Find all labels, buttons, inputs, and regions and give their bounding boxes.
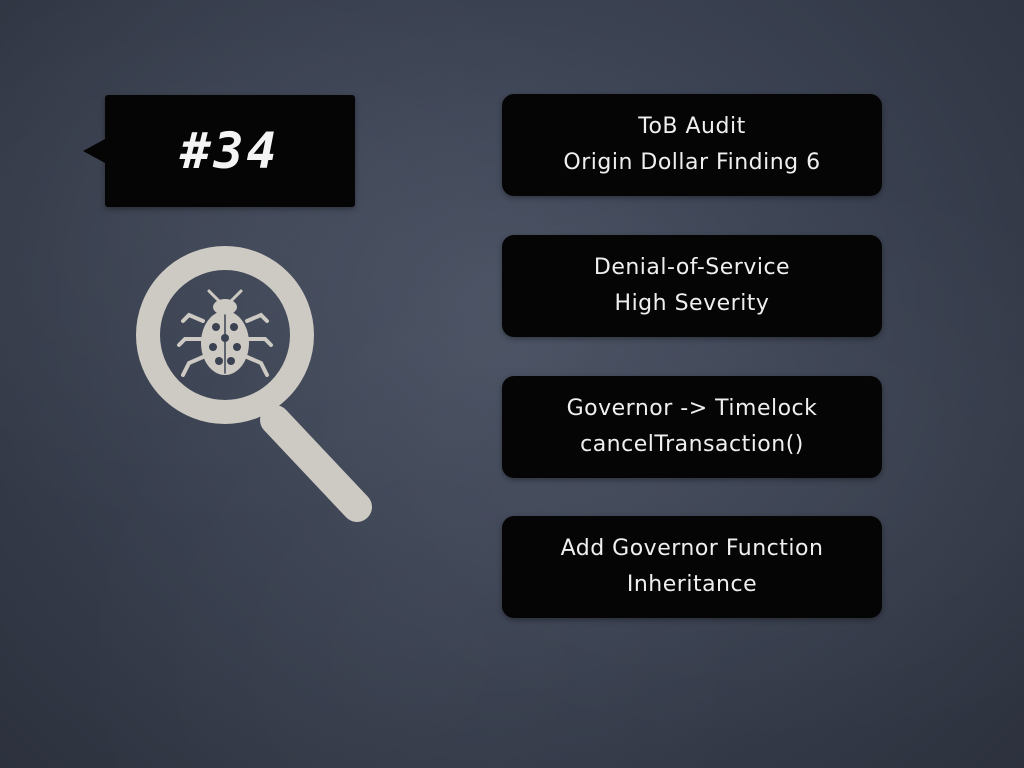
badge-pointer (83, 139, 105, 163)
card-severity-line2: High Severity (614, 291, 770, 316)
card-location-line2: cancelTransaction() (580, 432, 804, 457)
card-fix-line1: Add Governor Function (560, 536, 824, 561)
card-severity: Denial-of-Service High Severity (502, 235, 882, 337)
magnifier-bug-icon (136, 246, 372, 522)
card-location-line1: Governor -> Timelock (566, 396, 818, 421)
card-audit-source-line2: Origin Dollar Finding 6 (563, 150, 821, 175)
card-audit-source: ToB Audit Origin Dollar Finding 6 (502, 94, 882, 196)
finding-number-badge: #34 (83, 95, 355, 207)
card-audit-source-line1: ToB Audit (638, 114, 746, 139)
finding-number: #34 (180, 122, 280, 180)
card-fix: Add Governor Function Inheritance (502, 516, 882, 618)
card-location: Governor -> Timelock cancelTransaction() (502, 376, 882, 478)
card-fix-line2: Inheritance (626, 572, 758, 597)
bug-icon (177, 289, 273, 377)
magnifier-handle (260, 405, 372, 522)
card-severity-line1: Denial-of-Service (593, 255, 791, 280)
magnifier-lens-ring (136, 246, 314, 424)
